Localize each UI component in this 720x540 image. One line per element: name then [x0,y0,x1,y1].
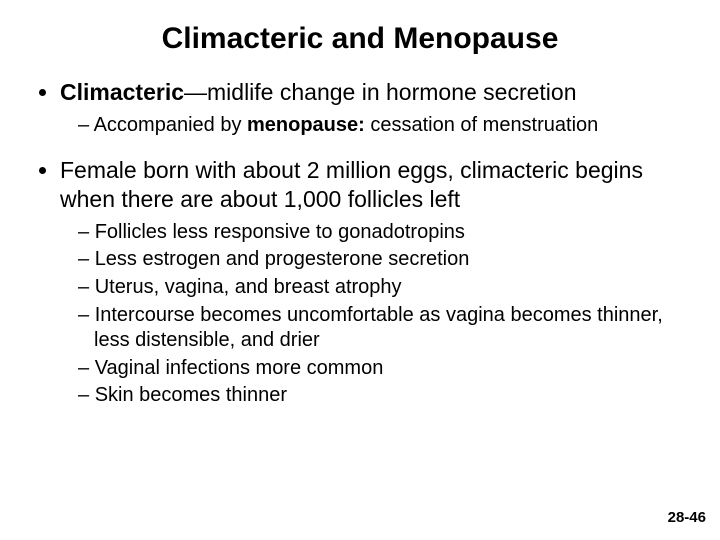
bullet-1-rest: —midlife change in hormone secretion [184,79,576,105]
bullet-list: Climacteric—midlife change in hormone se… [36,78,684,409]
bullet-2-sublist: Follicles less responsive to gonadotropi… [60,220,684,409]
bullet-1: Climacteric—midlife change in hormone se… [60,78,684,138]
list-item: Uterus, vagina, and breast atrophy [78,275,684,301]
bullet-1-bold: Climacteric [60,79,184,105]
bullet-2: Female born with about 2 million eggs, c… [60,156,684,409]
bullet-1-sublist: Accompanied by menopause: cessation of m… [60,113,684,139]
bullet-2-text: Female born with about 2 million eggs, c… [60,157,643,212]
bullet-1-sub-1-post: cessation of menstruation [365,114,598,136]
page-number: 28-46 [668,509,706,526]
bullet-1-sub-1-bold: menopause: [247,114,365,136]
list-item: Vaginal infections more common [78,356,684,382]
slide-title: Climacteric and Menopause [36,22,684,56]
list-item: Follicles less responsive to gonadotropi… [78,220,684,246]
list-item: Less estrogen and progesterone secretion [78,247,684,273]
list-item: Skin becomes thinner [78,383,684,409]
list-item: Intercourse becomes uncomfortable as vag… [78,303,684,354]
bullet-1-sub-1-pre: Accompanied by [94,114,247,136]
bullet-1-sub-1: Accompanied by menopause: cessation of m… [78,113,684,139]
